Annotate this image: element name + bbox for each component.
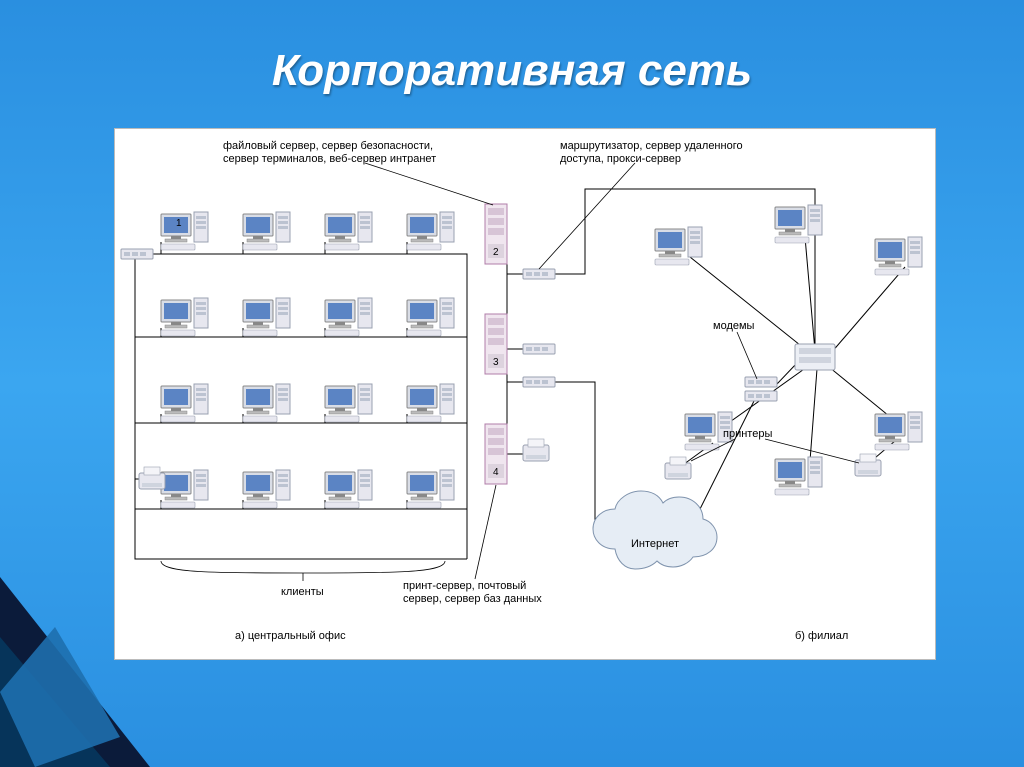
branch-modem-2 bbox=[745, 391, 777, 401]
label-clients: клиенты bbox=[281, 586, 324, 598]
internet-label: Интернет bbox=[631, 538, 679, 550]
switch-2 bbox=[523, 344, 555, 354]
central-printer-left bbox=[139, 467, 165, 489]
server-stack: 2 3 4 bbox=[485, 204, 507, 484]
server-num-3: 3 bbox=[493, 357, 499, 368]
slide-title: Корпоративная сеть bbox=[0, 46, 1024, 96]
network-diagram: 1 bbox=[115, 129, 935, 659]
central-workstations: 1 bbox=[161, 212, 454, 508]
caption-branch: б) филиал bbox=[795, 630, 848, 642]
label-file-server-1: файловый сервер, сервер безопасности, bbox=[223, 140, 433, 152]
slide: Корпоративная сеть bbox=[0, 0, 1024, 767]
label-modems: модемы bbox=[713, 320, 755, 332]
internet-cloud: Интернет bbox=[593, 491, 717, 569]
central-modem bbox=[121, 249, 153, 259]
branch-printer-left bbox=[665, 457, 691, 479]
server-num-2: 2 bbox=[493, 247, 499, 258]
server-num-4: 4 bbox=[493, 467, 499, 478]
label-router-1: маршрутизатор, сервер удаленного bbox=[560, 140, 743, 152]
label-printers: принтеры bbox=[723, 428, 772, 440]
ws-number-1: 1 bbox=[176, 218, 182, 229]
branch-printer-right bbox=[855, 454, 881, 476]
label-print-server-2: сервер, сервер баз данных bbox=[403, 593, 542, 605]
branch-modem-1 bbox=[745, 377, 777, 387]
caption-central: а) центральный офис bbox=[235, 630, 346, 642]
central-printer-right bbox=[523, 439, 549, 461]
label-router-2: доступа, прокси-сервер bbox=[560, 153, 681, 165]
diagram-panel: 1 bbox=[114, 128, 936, 660]
switch-3 bbox=[523, 377, 555, 387]
label-print-server-1: принт-сервер, почтовый bbox=[403, 580, 526, 592]
label-file-server-2: сервер терминалов, веб-сервер интранет bbox=[223, 153, 436, 165]
switch-1 bbox=[523, 269, 555, 279]
